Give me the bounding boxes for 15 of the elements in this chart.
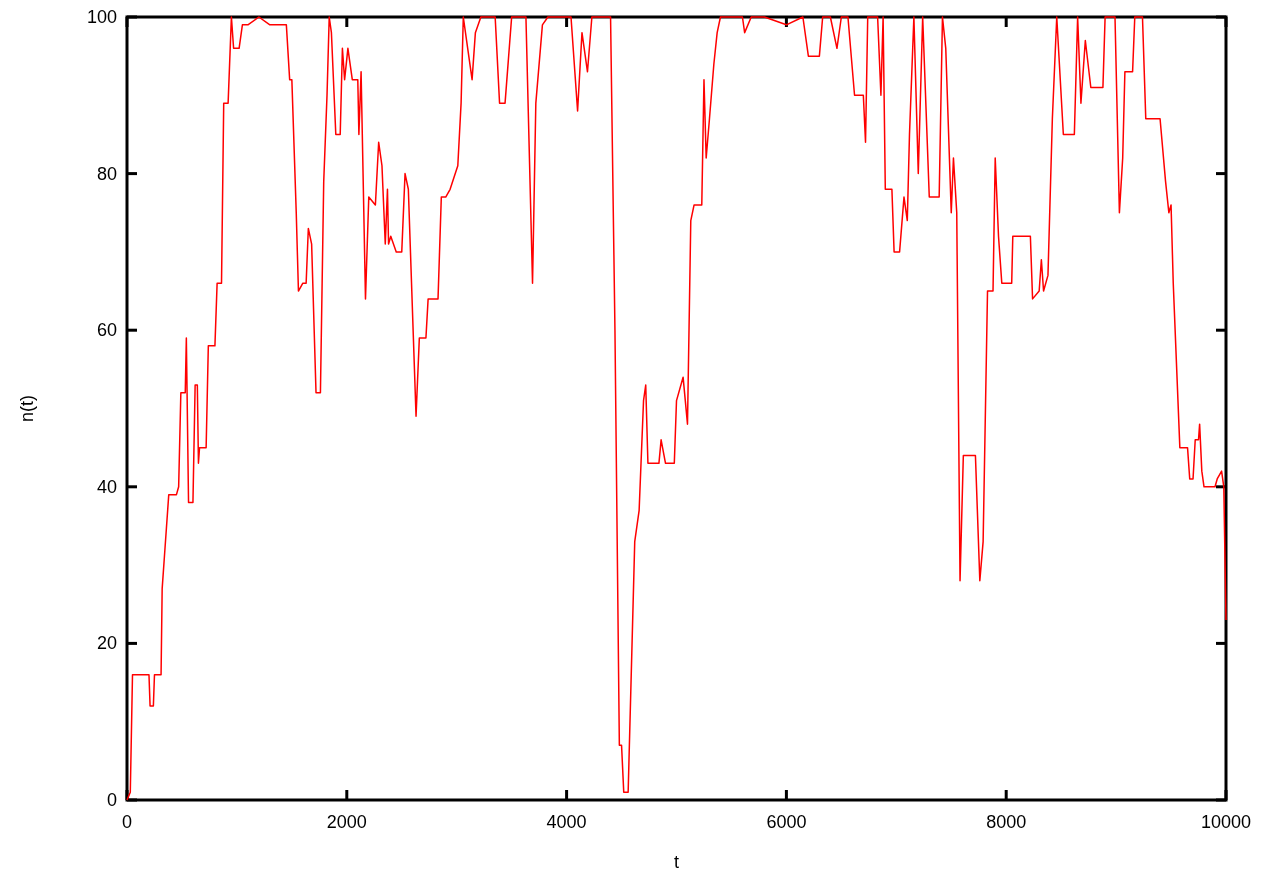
x-tick-label: 6000 (766, 812, 807, 832)
y-tick-label: 40 (96, 476, 117, 497)
y-tick-label: 60 (96, 320, 117, 341)
y-tick-label: 100 (86, 7, 117, 27)
line-series (126, 16, 1227, 801)
x-tick-label: 2000 (326, 812, 367, 832)
x-tick-label: 0 (121, 812, 133, 832)
x-tick-label: 8000 (986, 812, 1027, 832)
y-axis-title: n(t) (17, 395, 37, 422)
y-tick-label: 80 (96, 163, 117, 184)
x-tick-label: 10000 (1200, 812, 1252, 832)
x-axis-title: t (673, 852, 680, 872)
y-tick-label: 20 (96, 633, 117, 654)
x-tick-label: 4000 (546, 812, 587, 832)
y-tick-label: 0 (106, 790, 117, 810)
